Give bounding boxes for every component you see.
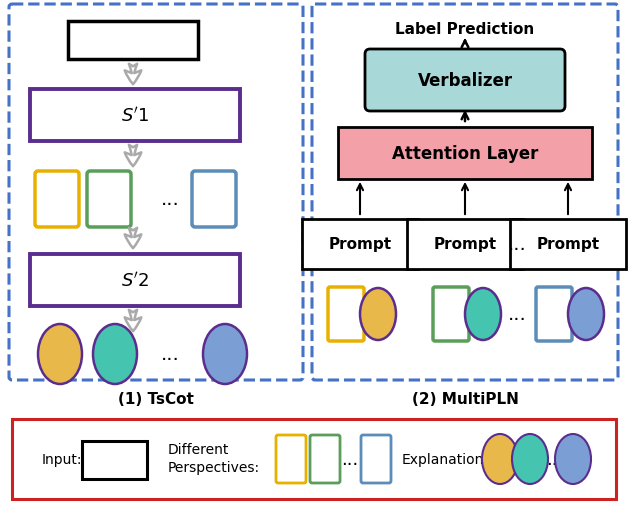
Bar [302, 219, 418, 269]
FancyBboxPatch shape [433, 288, 469, 342]
Text: Prompt: Prompt [536, 237, 600, 252]
FancyBboxPatch shape [87, 172, 131, 228]
Text: Attention Layer: Attention Layer [392, 145, 538, 163]
FancyArrowPatch shape [125, 229, 141, 249]
Text: Prompt: Prompt [328, 237, 392, 252]
FancyArrowPatch shape [125, 146, 141, 167]
Bar [338, 128, 592, 180]
Text: (1) TsCot: (1) TsCot [118, 392, 194, 407]
Ellipse shape [38, 324, 82, 384]
FancyBboxPatch shape [328, 288, 364, 342]
FancyBboxPatch shape [536, 288, 572, 342]
Text: Input:: Input: [42, 452, 82, 466]
Ellipse shape [555, 434, 591, 484]
Ellipse shape [482, 434, 518, 484]
Bar [82, 441, 147, 479]
Text: ...: ... [161, 190, 180, 209]
Text: Verbalizer: Verbalizer [418, 72, 512, 90]
FancyBboxPatch shape [276, 435, 306, 483]
FancyBboxPatch shape [312, 5, 618, 380]
FancyBboxPatch shape [361, 435, 391, 483]
Text: Explanations:: Explanations: [402, 452, 496, 466]
Ellipse shape [568, 289, 604, 341]
FancyBboxPatch shape [310, 435, 340, 483]
Bar [30, 90, 240, 142]
FancyArrowPatch shape [125, 65, 141, 85]
Text: Prompt: Prompt [433, 237, 497, 252]
FancyBboxPatch shape [9, 5, 303, 380]
Bar [12, 419, 616, 499]
Ellipse shape [203, 324, 247, 384]
Text: ...: ... [507, 235, 526, 254]
Bar [68, 22, 198, 60]
Bar [30, 254, 240, 306]
FancyBboxPatch shape [35, 172, 79, 228]
Text: Label Prediction: Label Prediction [396, 22, 534, 38]
Ellipse shape [465, 289, 501, 341]
Text: Perspectives:: Perspectives: [168, 460, 260, 474]
FancyBboxPatch shape [192, 172, 236, 228]
Text: ...: ... [546, 450, 563, 468]
Text: ...: ... [342, 450, 359, 468]
Text: ...: ... [161, 345, 180, 364]
Ellipse shape [512, 434, 548, 484]
Text: Different: Different [168, 442, 229, 456]
Text: $S'1$: $S'1$ [121, 106, 149, 125]
FancyBboxPatch shape [365, 50, 565, 112]
Bar [407, 219, 523, 269]
Ellipse shape [93, 324, 137, 384]
Text: (2) MultiPLN: (2) MultiPLN [411, 392, 519, 407]
Ellipse shape [360, 289, 396, 341]
FancyArrowPatch shape [125, 310, 141, 331]
Bar [510, 219, 626, 269]
Text: $S'2$: $S'2$ [121, 271, 149, 290]
Text: ...: ... [507, 305, 526, 324]
